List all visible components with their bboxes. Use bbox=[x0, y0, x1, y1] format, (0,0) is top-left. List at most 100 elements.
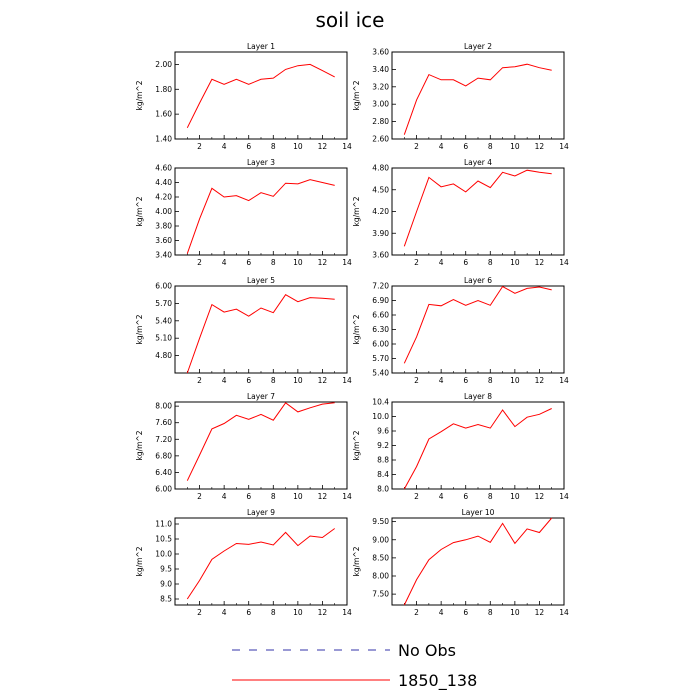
chart-main-title: soil ice bbox=[315, 8, 385, 32]
x-tick-label-6-2: 2 bbox=[414, 376, 419, 385]
x-tick-label-1-10: 10 bbox=[293, 142, 303, 151]
y-axis-label-5: kg/m^2 bbox=[135, 314, 144, 344]
y-tick-label-3-4.60: 4.60 bbox=[155, 164, 172, 173]
x-tick-label-1-12: 12 bbox=[318, 142, 328, 151]
x-tick-label-6-14: 14 bbox=[559, 376, 569, 385]
y-tick-label-10-9.50: 9.50 bbox=[372, 517, 389, 526]
y-axis-label-1: kg/m^2 bbox=[135, 80, 144, 110]
y-tick-label-6-6.90: 6.90 bbox=[372, 296, 389, 305]
y-tick-label-6-6.30: 6.30 bbox=[372, 325, 389, 334]
x-tick-label-3-10: 10 bbox=[293, 258, 303, 267]
y-tick-label-3-3.40: 3.40 bbox=[155, 251, 172, 260]
x-tick-label-10-4: 4 bbox=[439, 608, 444, 617]
panel-title-5: Layer 5 bbox=[247, 276, 275, 285]
x-tick-label-8-14: 14 bbox=[559, 492, 569, 501]
plot-frame-1 bbox=[174, 51, 348, 140]
y-axis-label-9: kg/m^2 bbox=[135, 546, 144, 576]
x-tick-label-3-6: 6 bbox=[246, 258, 251, 267]
x-tick-label-3-2: 2 bbox=[197, 258, 202, 267]
y-tick-label-3-3.60: 3.60 bbox=[155, 236, 172, 245]
y-tick-label-3-4.00: 4.00 bbox=[155, 207, 172, 216]
x-tick-label-4-12: 12 bbox=[535, 258, 545, 267]
x-tick-label-10-12: 12 bbox=[535, 608, 545, 617]
panel-title-2: Layer 2 bbox=[464, 42, 492, 51]
series-line-9-1 bbox=[186, 528, 335, 600]
x-tick-label-4-4: 4 bbox=[439, 258, 444, 267]
x-tick-label-4-14: 14 bbox=[559, 258, 569, 267]
y-tick-label-8-10.4: 10.4 bbox=[372, 398, 389, 407]
y-tick-label-10-9.00: 9.00 bbox=[372, 535, 389, 544]
y-tick-label-2-3.60: 3.60 bbox=[372, 48, 389, 57]
x-tick-label-7-10: 10 bbox=[293, 492, 303, 501]
y-tick-label-3-4.40: 4.40 bbox=[155, 178, 172, 187]
x-tick-label-3-4: 4 bbox=[222, 258, 227, 267]
panel-title-7: Layer 7 bbox=[247, 392, 275, 401]
legend-label-1: No Obs bbox=[398, 641, 456, 660]
x-tick-label-6-8: 8 bbox=[488, 376, 493, 385]
y-tick-label-8-8.8: 8.8 bbox=[377, 456, 389, 465]
y-tick-label-10-8.50: 8.50 bbox=[372, 553, 389, 562]
x-tick-label-1-14: 14 bbox=[342, 142, 352, 151]
y-tick-label-5-6.00: 6.00 bbox=[155, 282, 172, 291]
x-tick-label-3-14: 14 bbox=[342, 258, 352, 267]
plot-frame-10 bbox=[391, 517, 565, 606]
x-tick-label-2-14: 14 bbox=[559, 142, 569, 151]
x-tick-label-2-4: 4 bbox=[439, 142, 444, 151]
y-tick-label-10-8.00: 8.00 bbox=[372, 572, 389, 581]
y-tick-label-4-3.60: 3.60 bbox=[372, 251, 389, 260]
x-tick-label-5-8: 8 bbox=[271, 376, 276, 385]
x-tick-label-6-4: 4 bbox=[439, 376, 444, 385]
x-tick-label-2-12: 12 bbox=[535, 142, 545, 151]
x-tick-label-8-2: 2 bbox=[414, 492, 419, 501]
series-line-1-1 bbox=[186, 63, 335, 129]
y-axis-label-7: kg/m^2 bbox=[135, 430, 144, 460]
y-tick-label-1-1.80: 1.80 bbox=[155, 85, 172, 94]
y-tick-label-1-2.00: 2.00 bbox=[155, 60, 172, 69]
panel-title-1: Layer 1 bbox=[247, 42, 275, 51]
y-tick-label-8-8.0: 8.0 bbox=[377, 485, 389, 494]
x-tick-label-9-2: 2 bbox=[197, 608, 202, 617]
x-tick-label-9-8: 8 bbox=[271, 608, 276, 617]
y-tick-label-3-3.80: 3.80 bbox=[155, 222, 172, 231]
plot-frame-5 bbox=[174, 285, 348, 374]
x-tick-label-7-4: 4 bbox=[222, 492, 227, 501]
x-tick-label-7-12: 12 bbox=[318, 492, 328, 501]
x-tick-label-5-12: 12 bbox=[318, 376, 328, 385]
x-tick-label-10-2: 2 bbox=[414, 608, 419, 617]
y-tick-label-4-4.80: 4.80 bbox=[372, 164, 389, 173]
y-tick-label-4-4.50: 4.50 bbox=[372, 185, 389, 194]
plot-frame-2 bbox=[391, 51, 565, 140]
x-tick-label-8-8: 8 bbox=[488, 492, 493, 501]
y-tick-label-2-3.20: 3.20 bbox=[372, 82, 389, 91]
panel-title-10: Layer 10 bbox=[462, 508, 495, 517]
y-tick-label-7-6.00: 6.00 bbox=[155, 485, 172, 494]
y-axis-label-6: kg/m^2 bbox=[352, 314, 361, 344]
x-tick-label-5-4: 4 bbox=[222, 376, 227, 385]
y-tick-label-7-6.40: 6.40 bbox=[155, 468, 172, 477]
y-axis-label-3: kg/m^2 bbox=[135, 196, 144, 226]
x-tick-label-2-2: 2 bbox=[414, 142, 419, 151]
y-tick-label-10-7.50: 7.50 bbox=[372, 590, 389, 599]
y-axis-label-4: kg/m^2 bbox=[352, 196, 361, 226]
y-tick-label-2-2.80: 2.80 bbox=[372, 117, 389, 126]
panel-title-9: Layer 9 bbox=[247, 508, 275, 517]
y-tick-label-9-9.5: 9.5 bbox=[160, 565, 172, 574]
y-tick-label-5-5.70: 5.70 bbox=[155, 299, 172, 308]
y-tick-label-7-6.80: 6.80 bbox=[155, 451, 172, 460]
panel-title-3: Layer 3 bbox=[247, 158, 275, 167]
x-tick-label-4-6: 6 bbox=[463, 258, 468, 267]
x-tick-label-3-8: 8 bbox=[271, 258, 276, 267]
x-tick-label-7-6: 6 bbox=[246, 492, 251, 501]
x-tick-label-5-2: 2 bbox=[197, 376, 202, 385]
y-tick-label-8-9.2: 9.2 bbox=[377, 441, 389, 450]
y-tick-label-4-3.90: 3.90 bbox=[372, 229, 389, 238]
y-tick-label-5-4.80: 4.80 bbox=[155, 351, 172, 360]
y-tick-label-2-3.40: 3.40 bbox=[372, 65, 389, 74]
x-tick-label-4-2: 2 bbox=[414, 258, 419, 267]
x-tick-label-7-8: 8 bbox=[271, 492, 276, 501]
series-line-5-1 bbox=[186, 294, 335, 374]
y-tick-label-8-8.4: 8.4 bbox=[377, 470, 389, 479]
x-tick-label-7-14: 14 bbox=[342, 492, 352, 501]
x-tick-label-4-8: 8 bbox=[488, 258, 493, 267]
